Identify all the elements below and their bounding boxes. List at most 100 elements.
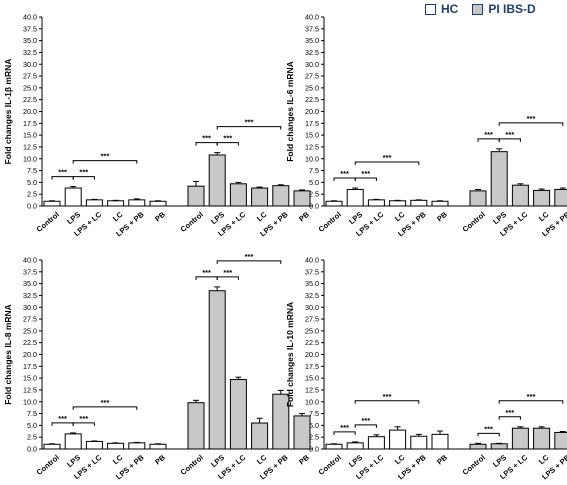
bar-hc [431, 433, 449, 450]
significance-label: *** [245, 252, 254, 261]
y-tick-label: 5.0 [309, 178, 319, 187]
significance-label: *** [383, 392, 392, 401]
y-tick-label: 7.5 [309, 409, 319, 418]
y-tick-label: 22.5 [305, 95, 319, 104]
significance-label: *** [361, 169, 370, 178]
significance-bracket [333, 177, 356, 182]
significance-bracket [354, 424, 377, 428]
y-tick-label: 20.0 [305, 350, 319, 359]
significance-bracket [354, 400, 420, 404]
chart-panel-1: 0.0 2.5 5.0 7.5 10.0 12.5 15.0 17.5 20.0 22.5 25.0… [3, 13, 313, 238]
y-tick-label: 32.5 [23, 48, 37, 57]
significance-label: *** [202, 134, 211, 143]
significance-label: *** [79, 414, 88, 423]
y-tick-label: 35.0 [305, 36, 319, 45]
y-tick-label: 12.5 [305, 142, 319, 151]
y-tick-label: 30.0 [23, 303, 37, 312]
bar-pi-ibs-d [490, 443, 508, 450]
significance-label: *** [505, 130, 514, 139]
significance-label: *** [383, 153, 392, 162]
bar-pi-ibs-d [229, 379, 247, 450]
x-tick-label: Control [317, 210, 343, 234]
y-axis-label: Fold changes IL-1β mRNA [3, 59, 13, 165]
y-tick-label: 17.5 [23, 362, 37, 371]
legend-swatch-pi-ibs-d [472, 3, 484, 15]
significance-bracket [216, 260, 282, 264]
chart-panel-4: 0.0 2.5 5.0 7.5 10.0 12.5 15.0 17.5 20.0 22.5 25.0… [285, 256, 567, 481]
y-tick-label: 27.5 [23, 315, 37, 324]
x-tick-label: LC [537, 453, 551, 467]
y-tick-label: 22.5 [305, 338, 319, 347]
significance-bracket [216, 142, 239, 146]
significance-label: *** [223, 134, 232, 143]
significance-label: *** [527, 114, 536, 123]
bar-hc [149, 443, 167, 450]
legend-swatch-hc [425, 3, 436, 15]
bar-pi-ibs-d [272, 185, 290, 207]
y-tick-label: 20.0 [305, 107, 319, 116]
x-tick-label: LC [393, 210, 407, 224]
y-tick-label: 15.0 [305, 131, 319, 140]
y-tick-label: 40.0 [305, 13, 319, 22]
y-tick-label: 27.5 [305, 315, 319, 324]
y-tick-label: 0.0 [27, 445, 37, 454]
legend: HC PI IBS-D [425, 2, 550, 16]
y-tick-label: 7.5 [27, 409, 37, 418]
y-tick-label: 17.5 [305, 119, 319, 128]
y-tick-label: 2.5 [27, 190, 37, 199]
x-tick-label: Control [35, 210, 61, 234]
bar-pi-ibs-d [208, 154, 226, 207]
significance-bracket [72, 176, 95, 180]
y-tick-label: 37.5 [23, 24, 37, 33]
bar-pi-ibs-d [251, 422, 269, 450]
x-tick-label: Control [179, 453, 205, 477]
y-axis-label: Fold changes IL-8 mRNA [3, 304, 13, 405]
significance-bracket [477, 138, 500, 142]
bar-pi-ibs-d [533, 427, 551, 450]
y-tick-label: 5.0 [27, 421, 37, 430]
bar-hc [410, 199, 428, 207]
x-tick-label: LC [537, 210, 551, 224]
y-tick-label: 12.5 [23, 142, 37, 151]
significance-label: *** [505, 408, 514, 417]
bar-pi-ibs-d [208, 290, 226, 450]
y-tick-label: 32.5 [305, 48, 319, 57]
x-tick-label: LC [255, 210, 269, 224]
bar-hc [346, 188, 364, 207]
legend-item-pi-ibs-d: PI IBS-D [472, 2, 536, 16]
y-tick-label: 15.0 [23, 374, 37, 383]
significance-label: *** [79, 168, 88, 177]
significance-bracket [72, 160, 138, 164]
significance-bracket [216, 276, 239, 280]
y-tick-label: 25.0 [305, 326, 319, 335]
x-tick-label: LC [111, 453, 125, 467]
bar-pi-ibs-d [187, 185, 205, 207]
y-tick-label: 12.5 [305, 385, 319, 394]
bar-hc [43, 443, 61, 450]
x-tick-label: Control [35, 453, 61, 477]
significance-label: *** [484, 424, 493, 433]
x-tick-label: Control [461, 210, 487, 234]
y-tick-label: 10.0 [305, 154, 319, 163]
x-tick-label: Control [179, 210, 205, 234]
y-tick-label: 2.5 [309, 433, 319, 442]
bar-hc [107, 200, 125, 207]
significance-bracket [72, 406, 138, 410]
y-axis-label: Fold changes IL-6 mRNA [285, 61, 295, 162]
y-tick-label: 5.0 [27, 178, 37, 187]
y-tick-label: 10.0 [23, 397, 37, 406]
legend-label-hc: HC [441, 2, 459, 16]
significance-bracket [498, 400, 564, 404]
significance-bracket [195, 142, 218, 146]
y-tick-label: 7.5 [27, 166, 37, 175]
bar-hc [107, 442, 125, 450]
bar-hc [389, 429, 407, 450]
bar-hc [325, 200, 343, 207]
significance-label: *** [101, 152, 110, 161]
significance-label: *** [484, 130, 493, 139]
y-tick-label: 37.5 [305, 267, 319, 276]
bar-pi-ibs-d [293, 415, 311, 450]
y-tick-label: 15.0 [23, 131, 37, 140]
bar-hc [85, 199, 103, 207]
